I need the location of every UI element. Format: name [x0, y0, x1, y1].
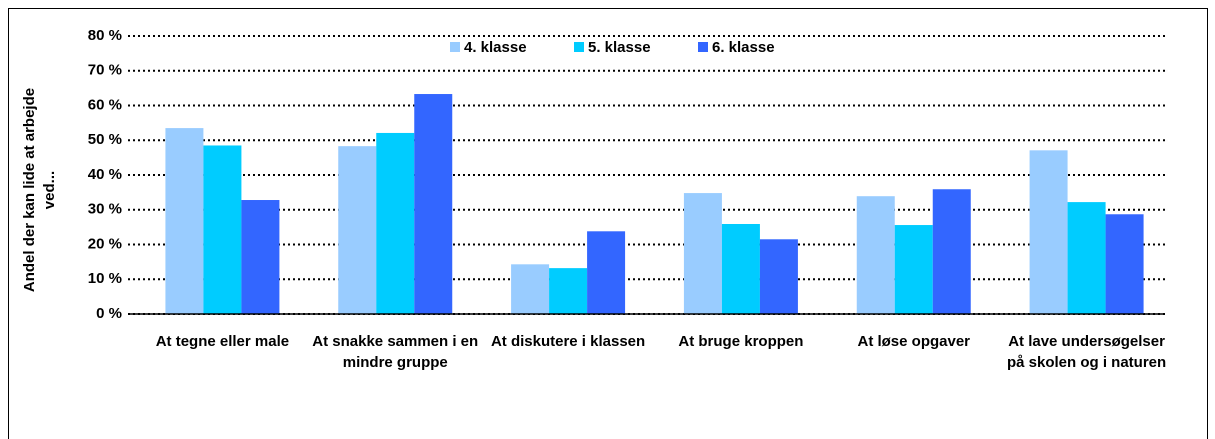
bar [587, 231, 626, 314]
y-tick-label: 30 % [88, 201, 122, 218]
bar [338, 146, 377, 314]
bar [203, 145, 242, 314]
legend-swatch [574, 42, 584, 52]
bar [721, 223, 760, 314]
bar [241, 200, 280, 314]
bar [932, 189, 971, 314]
y-axis-title: Andel der kan lide at arbejde ved... [21, 87, 58, 293]
frame [8, 8, 1208, 439]
bar [1067, 202, 1106, 314]
x-tick-label: At snakke sammen i en mindre gruppe [312, 333, 479, 371]
legend-swatch [450, 42, 460, 52]
x-tick-label: At tegne eller male [155, 333, 290, 350]
bar [856, 196, 895, 314]
y-tick-label: 60 % [88, 96, 122, 113]
bar [759, 239, 798, 314]
x-tick-label: At bruge kroppen [678, 333, 804, 350]
legend-label: 6. klasse [712, 39, 775, 56]
y-tick-label: 40 % [88, 166, 122, 183]
bar [414, 94, 453, 314]
bar [1029, 150, 1068, 314]
legend-label: 5. klasse [588, 39, 651, 56]
y-tick-label: 70 % [88, 62, 122, 79]
y-tick-label: 50 % [88, 131, 122, 148]
legend-label: 4. klasse [464, 39, 527, 56]
y-tick-label: 0 % [96, 305, 122, 322]
y-tick-label: 10 % [88, 270, 122, 287]
bar [683, 193, 722, 314]
bar [549, 268, 588, 314]
bar [376, 132, 415, 314]
bar [511, 264, 550, 314]
bar [1105, 214, 1144, 314]
y-tick-label: 20 % [88, 235, 122, 252]
y-tick-label: 80 % [88, 27, 122, 44]
x-tick-label: At diskutere i klassen [490, 333, 646, 350]
bar [165, 128, 204, 314]
bar [894, 225, 933, 314]
legend-swatch [698, 42, 708, 52]
x-tick-label: At løse opgaver [857, 333, 971, 350]
x-tick-label: At lave undersøgelser på skolen og i nat… [1006, 333, 1167, 371]
